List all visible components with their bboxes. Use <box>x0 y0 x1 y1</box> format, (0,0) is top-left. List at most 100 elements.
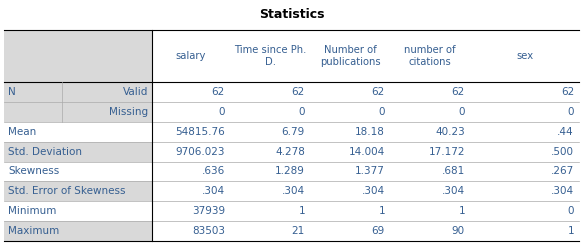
Bar <box>470 162 579 181</box>
Text: 1.289: 1.289 <box>275 166 305 176</box>
Text: .267: .267 <box>551 166 574 176</box>
Bar <box>470 30 579 82</box>
Text: 62: 62 <box>452 87 465 97</box>
Bar <box>4 201 152 221</box>
Text: 62: 62 <box>292 87 305 97</box>
Text: Time since Ph.
D.: Time since Ph. D. <box>234 45 306 67</box>
Text: 17.172: 17.172 <box>429 147 465 156</box>
Bar <box>4 142 152 162</box>
Text: salary: salary <box>176 51 206 61</box>
Text: 0: 0 <box>567 206 574 216</box>
Bar <box>470 122 579 142</box>
Text: 83503: 83503 <box>192 226 225 236</box>
Bar <box>470 181 579 201</box>
Bar <box>390 30 470 82</box>
Text: Skewness: Skewness <box>8 166 59 176</box>
Text: 1: 1 <box>378 206 385 216</box>
Bar <box>152 30 230 82</box>
Bar <box>310 181 390 201</box>
Text: number of
citations: number of citations <box>404 45 456 67</box>
Text: 62: 62 <box>212 87 225 97</box>
Text: Valid: Valid <box>122 87 148 97</box>
Text: Number of
publications: Number of publications <box>319 45 380 67</box>
Text: 37939: 37939 <box>192 206 225 216</box>
Bar <box>230 122 310 142</box>
Bar <box>4 102 152 122</box>
Bar <box>230 181 310 201</box>
Text: 62: 62 <box>561 87 574 97</box>
Text: .636: .636 <box>202 166 225 176</box>
Bar <box>470 102 579 122</box>
Text: 69: 69 <box>372 226 385 236</box>
Text: 21: 21 <box>292 226 305 236</box>
Text: 0: 0 <box>378 107 385 117</box>
Bar <box>4 181 152 201</box>
Text: 6.79: 6.79 <box>282 127 305 137</box>
Text: .304: .304 <box>202 186 225 196</box>
Bar <box>390 221 470 241</box>
Text: 0: 0 <box>458 107 465 117</box>
Bar <box>390 142 470 162</box>
Bar <box>152 102 230 122</box>
Bar <box>310 122 390 142</box>
Bar <box>152 181 230 201</box>
Bar <box>310 162 390 181</box>
Text: 0: 0 <box>219 107 225 117</box>
Text: 14.004: 14.004 <box>349 147 385 156</box>
Text: 0: 0 <box>567 107 574 117</box>
Text: .304: .304 <box>362 186 385 196</box>
Text: Std. Deviation: Std. Deviation <box>8 147 82 156</box>
Bar <box>390 102 470 122</box>
Bar <box>152 142 230 162</box>
Bar <box>4 82 152 102</box>
Text: sex: sex <box>516 51 533 61</box>
Text: 54815.76: 54815.76 <box>175 127 225 137</box>
Text: 1.377: 1.377 <box>355 166 385 176</box>
Bar <box>4 122 152 142</box>
Text: Minimum: Minimum <box>8 206 57 216</box>
Text: .681: .681 <box>442 166 465 176</box>
Bar <box>390 82 470 102</box>
Text: .500: .500 <box>551 147 574 156</box>
Bar <box>230 82 310 102</box>
Bar <box>390 201 470 221</box>
Text: 9706.023: 9706.023 <box>175 147 225 156</box>
Text: Missing: Missing <box>109 107 148 117</box>
Bar <box>230 221 310 241</box>
Text: 62: 62 <box>372 87 385 97</box>
Text: .44: .44 <box>557 127 574 137</box>
Bar <box>230 30 310 82</box>
Text: 90: 90 <box>452 226 465 236</box>
Bar <box>310 30 390 82</box>
Text: Maximum: Maximum <box>8 226 59 236</box>
Bar <box>310 82 390 102</box>
Text: 4.278: 4.278 <box>275 147 305 156</box>
Bar <box>470 201 579 221</box>
Bar <box>4 30 152 82</box>
Bar <box>390 181 470 201</box>
Text: 40.23: 40.23 <box>436 127 465 137</box>
Bar <box>310 142 390 162</box>
Bar <box>4 221 152 241</box>
Text: 1: 1 <box>298 206 305 216</box>
Bar <box>152 82 230 102</box>
Bar <box>230 162 310 181</box>
Bar <box>152 201 230 221</box>
Bar <box>152 162 230 181</box>
Text: .304: .304 <box>442 186 465 196</box>
Bar <box>152 122 230 142</box>
Bar <box>390 122 470 142</box>
Bar <box>230 142 310 162</box>
Text: .304: .304 <box>282 186 305 196</box>
Bar <box>470 82 579 102</box>
Text: Mean: Mean <box>8 127 36 137</box>
Text: 0: 0 <box>298 107 305 117</box>
Text: N: N <box>8 87 16 97</box>
Text: Std. Error of Skewness: Std. Error of Skewness <box>8 186 125 196</box>
Text: Statistics: Statistics <box>259 9 324 21</box>
Bar <box>152 221 230 241</box>
Text: 18.18: 18.18 <box>355 127 385 137</box>
Bar <box>4 162 152 181</box>
Bar <box>230 102 310 122</box>
Bar <box>230 201 310 221</box>
